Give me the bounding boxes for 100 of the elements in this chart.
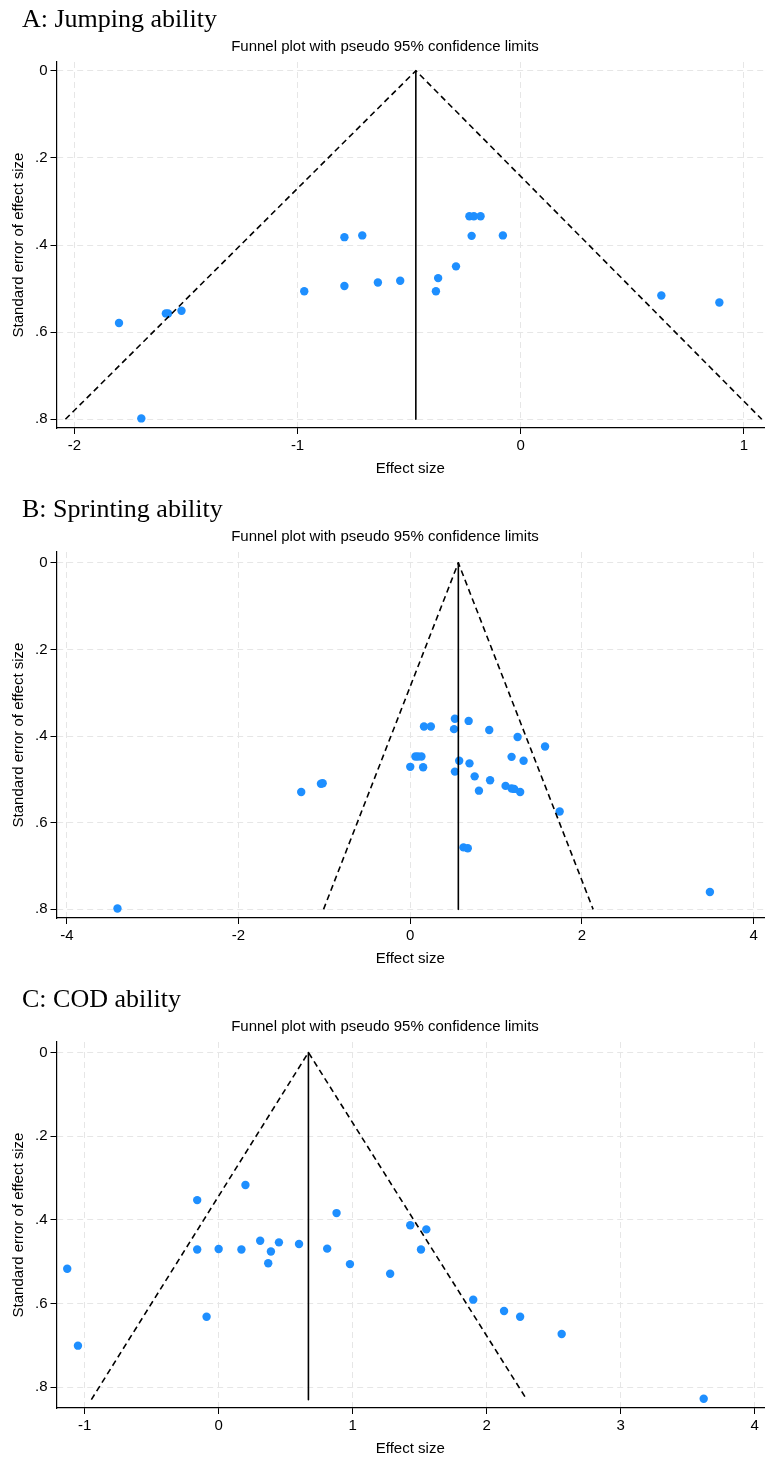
point <box>345 1259 355 1269</box>
y-tick-label: .2 <box>34 1126 48 1144</box>
point <box>214 1244 223 1254</box>
point <box>406 1221 415 1230</box>
point <box>63 1264 72 1273</box>
point <box>137 414 146 423</box>
chart-title: B: Sprinting ability <box>22 494 223 524</box>
point <box>340 232 349 242</box>
chart-subtitle: Funnel plot with pseudo 95% confidence limits <box>231 1017 539 1035</box>
x-tick-label: 4 <box>749 926 758 944</box>
point <box>485 776 495 785</box>
x-tick-label: 0 <box>516 436 525 454</box>
point <box>416 1245 426 1254</box>
chart-subtitle: Funnel plot with pseudo 95% confidence limits <box>231 527 539 545</box>
x-tick-label: 3 <box>616 1416 625 1434</box>
point <box>255 1236 265 1245</box>
x-tick-label: 0 <box>214 1416 223 1434</box>
point <box>657 291 666 300</box>
point <box>557 1329 566 1339</box>
y-tick-label: 0 <box>39 60 48 78</box>
x-tick-label: -2 <box>231 926 246 944</box>
y-tick-label: .4 <box>34 235 48 253</box>
point <box>297 787 306 797</box>
point <box>332 1208 341 1218</box>
point <box>264 1259 273 1268</box>
point <box>433 273 443 283</box>
point <box>193 1245 202 1254</box>
point <box>467 231 476 241</box>
point <box>274 1238 284 1247</box>
point <box>114 318 124 328</box>
point <box>322 1244 332 1253</box>
point <box>385 1269 395 1278</box>
point <box>515 787 525 797</box>
y-tick-label: .4 <box>34 726 48 744</box>
point <box>699 1394 708 1403</box>
point <box>515 1312 525 1322</box>
point <box>474 786 484 795</box>
x-tick-label: -2 <box>67 436 82 454</box>
y-tick-label: .8 <box>34 899 48 917</box>
point <box>418 763 428 772</box>
point <box>464 716 473 726</box>
x-axis-title: Effect size <box>375 1439 445 1457</box>
point <box>419 722 429 731</box>
point <box>241 1180 250 1190</box>
x-axis-title: Effect size <box>375 459 445 477</box>
point <box>450 714 460 723</box>
x-tick-label: -1 <box>290 436 305 454</box>
point <box>476 212 485 221</box>
x-tick-label: 2 <box>482 1416 491 1434</box>
point <box>358 231 367 240</box>
point <box>485 725 494 735</box>
point <box>431 286 441 296</box>
x-tick-label: 1 <box>348 1416 357 1434</box>
x-tick-label: -4 <box>60 926 74 944</box>
point <box>422 1225 431 1234</box>
y-tick-label: .8 <box>34 1377 48 1395</box>
y-tick-label: .2 <box>34 639 48 657</box>
y-tick-label: 0 <box>39 552 48 570</box>
chart-subtitle: Funnel plot with pseudo 95% confidence limits <box>231 37 539 55</box>
x-tick-label: 1 <box>739 436 749 454</box>
point <box>300 286 309 296</box>
point <box>340 281 349 291</box>
x-tick-label: 2 <box>577 926 587 944</box>
y-tick-label: .6 <box>34 322 48 340</box>
point <box>449 724 459 734</box>
point <box>294 1239 304 1249</box>
point <box>426 722 436 731</box>
point <box>470 772 479 781</box>
point <box>499 1306 509 1316</box>
x-tick-label: -1 <box>77 1416 92 1434</box>
y-axis-title: Standard error of effect size <box>9 1132 27 1318</box>
x-tick-label: 4 <box>750 1416 759 1434</box>
point <box>406 762 415 772</box>
y-tick-label: .6 <box>34 1293 48 1311</box>
point <box>73 1341 83 1350</box>
point <box>540 742 550 751</box>
point <box>507 752 516 762</box>
point <box>451 262 461 271</box>
point <box>237 1245 246 1254</box>
y-tick-label: .6 <box>34 812 48 830</box>
point <box>266 1247 276 1256</box>
y-tick-label: .2 <box>34 148 48 165</box>
point <box>177 306 186 315</box>
y-axis-title: Standard error of effect size <box>9 152 27 338</box>
chart-title: C: COD ability <box>22 984 181 1014</box>
point <box>463 844 472 853</box>
point <box>193 1195 202 1205</box>
point <box>715 298 724 307</box>
point <box>519 756 528 765</box>
point <box>202 1312 211 1322</box>
point <box>498 231 508 240</box>
y-tick-label: 0 <box>39 1042 48 1060</box>
point <box>113 904 122 913</box>
point <box>373 278 383 287</box>
point <box>450 767 460 776</box>
point <box>396 276 405 285</box>
point <box>555 807 564 816</box>
x-axis-title: Effect size <box>375 949 445 967</box>
x-tick-label: 0 <box>406 926 415 944</box>
y-tick-label: .4 <box>34 1209 48 1227</box>
